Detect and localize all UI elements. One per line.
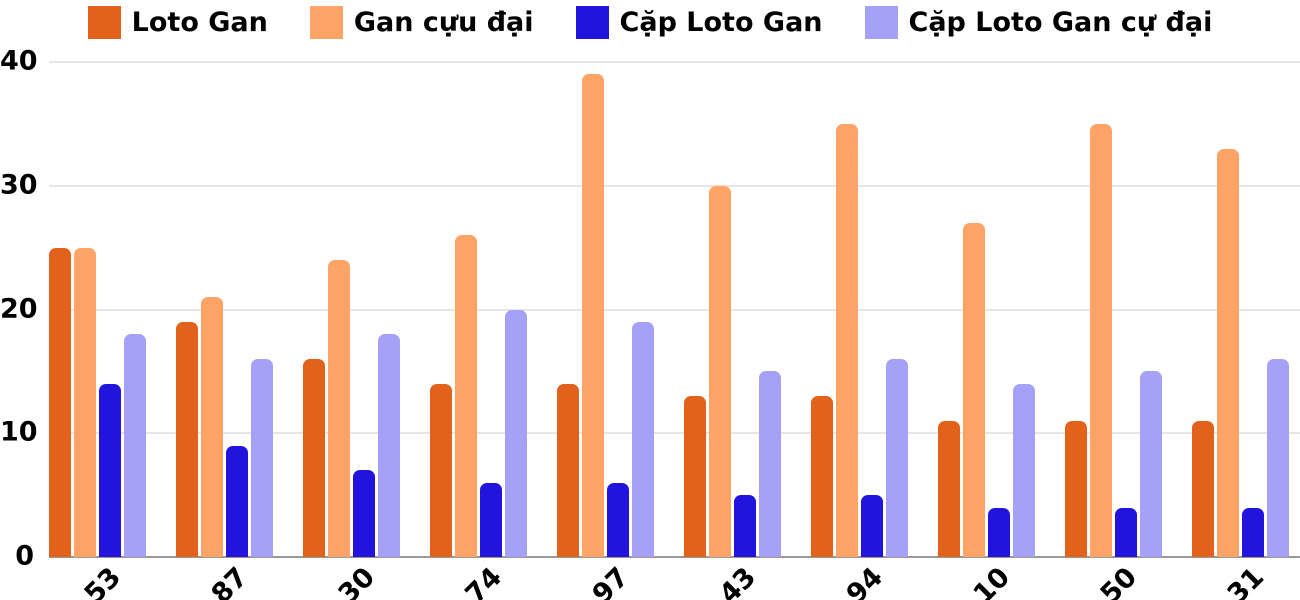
bar-31-series-0[interactable] — [1192, 420, 1214, 557]
x-axis-tick-31: 31 — [1221, 561, 1271, 600]
legend-label: Gan cựu đại — [353, 7, 534, 38]
bar-10-series-2[interactable] — [988, 507, 1010, 557]
x-axis-tick-97: 97 — [586, 561, 636, 600]
legend-swatch-icon — [87, 6, 121, 39]
bar-87-series-0[interactable] — [176, 321, 198, 557]
legend-swatch-icon — [309, 6, 343, 39]
bar-94-series-2[interactable] — [861, 495, 883, 557]
x-axis-tick-74: 74 — [459, 561, 509, 600]
bar-94-series-0[interactable] — [811, 396, 833, 557]
legend-item-series-3[interactable]: Cặp Loto Gan cự đại — [864, 6, 1213, 39]
bar-50-series-2[interactable] — [1115, 507, 1137, 557]
gridline-y20 — [49, 308, 1300, 311]
bar-31-series-2[interactable] — [1242, 507, 1264, 557]
legend-item-series-2[interactable]: Cặp Loto Gan — [575, 6, 823, 39]
bar-87-series-2[interactable] — [226, 445, 248, 557]
bar-97-series-2[interactable] — [607, 482, 629, 557]
x-axis-tick-43: 43 — [713, 561, 763, 600]
y-axis-tick-20: 20 — [0, 292, 38, 324]
bar-97-series-1[interactable] — [582, 74, 604, 557]
bar-94-series-1[interactable] — [836, 123, 858, 557]
legend-label: Loto Gan — [131, 7, 268, 38]
x-axis-tick-87: 87 — [205, 561, 255, 600]
y-axis-tick-40: 40 — [0, 45, 38, 77]
axis-baseline — [49, 556, 1300, 558]
x-axis-tick-30: 30 — [332, 561, 382, 600]
legend-label: Cặp Loto Gan — [619, 7, 823, 38]
bar-31-series-3[interactable] — [1267, 359, 1289, 557]
bar-10-series-1[interactable] — [963, 222, 985, 557]
gridline-y30 — [49, 184, 1300, 187]
bar-74-series-0[interactable] — [430, 383, 452, 557]
bar-30-series-1[interactable] — [328, 260, 350, 557]
bar-50-series-3[interactable] — [1140, 371, 1162, 557]
x-axis-tick-50: 50 — [1094, 561, 1144, 600]
bar-43-series-3[interactable] — [759, 371, 781, 557]
bar-50-series-0[interactable] — [1065, 420, 1087, 557]
bar-74-series-3[interactable] — [505, 309, 527, 557]
bar-31-series-1[interactable] — [1217, 148, 1239, 557]
bar-50-series-1[interactable] — [1090, 123, 1112, 557]
bar-43-series-0[interactable] — [684, 396, 706, 557]
x-axis-tick-94: 94 — [840, 561, 890, 600]
chart-legend: Loto Gan Gan cựu đại Cặp Loto Gan Cặp Loto … — [0, 6, 1300, 39]
legend-swatch-icon — [864, 6, 898, 39]
bar-74-series-2[interactable] — [480, 482, 502, 557]
bar-53-series-0[interactable] — [49, 247, 71, 557]
bar-43-series-1[interactable] — [709, 185, 731, 557]
bar-74-series-1[interactable] — [455, 235, 477, 557]
bar-97-series-0[interactable] — [557, 383, 579, 557]
bar-43-series-2[interactable] — [734, 495, 756, 557]
legend-item-series-1[interactable]: Gan cựu đại — [309, 6, 534, 39]
bar-53-series-3[interactable] — [124, 334, 146, 557]
y-axis-tick-30: 30 — [0, 169, 38, 201]
x-axis-tick-53: 53 — [78, 561, 128, 600]
bar-30-series-2[interactable] — [353, 470, 375, 557]
bar-10-series-0[interactable] — [938, 420, 960, 557]
bar-97-series-3[interactable] — [632, 321, 654, 557]
bar-87-series-1[interactable] — [201, 297, 223, 557]
bar-87-series-3[interactable] — [251, 359, 273, 557]
bar-10-series-3[interactable] — [1013, 383, 1035, 557]
legend-label: Cặp Loto Gan cự đại — [908, 7, 1213, 38]
y-axis-tick-0: 0 — [15, 540, 34, 572]
x-axis-tick-10: 10 — [967, 561, 1017, 600]
bar-53-series-1[interactable] — [74, 247, 96, 557]
gridline-y40 — [49, 61, 1300, 63]
gridline-y10 — [49, 432, 1300, 435]
legend-swatch-icon — [575, 6, 609, 39]
bar-53-series-2[interactable] — [99, 383, 121, 557]
bar-30-series-3[interactable] — [378, 334, 400, 557]
y-axis-tick-10: 10 — [0, 416, 38, 448]
legend-item-series-0[interactable]: Loto Gan — [87, 6, 268, 39]
bar-30-series-0[interactable] — [303, 359, 325, 557]
bar-94-series-3[interactable] — [886, 359, 908, 557]
